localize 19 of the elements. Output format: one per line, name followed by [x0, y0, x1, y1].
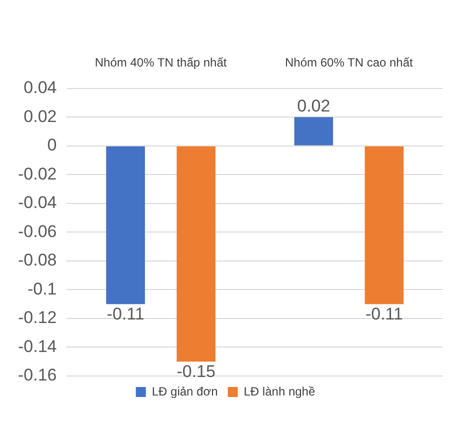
y-tick-label: 0.04 — [24, 78, 57, 98]
y-tick-label: -0.16 — [18, 366, 57, 385]
y-tick-label: 0.02 — [24, 106, 57, 126]
y-tick-label: -0.12 — [18, 308, 57, 328]
legend-label: LĐ lành nghề — [244, 384, 316, 398]
data-label: 0.02 — [297, 96, 330, 116]
data-label: -0.11 — [106, 304, 144, 324]
y-tick-label: -0.08 — [18, 250, 57, 270]
data-label: -0.15 — [176, 362, 216, 381]
y-tick-label: -0.06 — [18, 222, 57, 241]
y-tick-label: -0.1 — [27, 279, 57, 298]
legend-label: LĐ giản đơn — [152, 384, 218, 398]
y-tick-label: -0.02 — [18, 164, 57, 184]
y-tick-label: -0.04 — [18, 193, 57, 212]
data-label: -0.11 — [365, 304, 403, 324]
y-tick-label: -0.14 — [18, 336, 57, 356]
x-tick-label: Nhóm 40% TN thấp nhất — [94, 56, 228, 70]
y-tick-label: 0 — [47, 136, 57, 155]
x-tick-label: Nhóm 60% TN cao nhất — [285, 56, 414, 70]
